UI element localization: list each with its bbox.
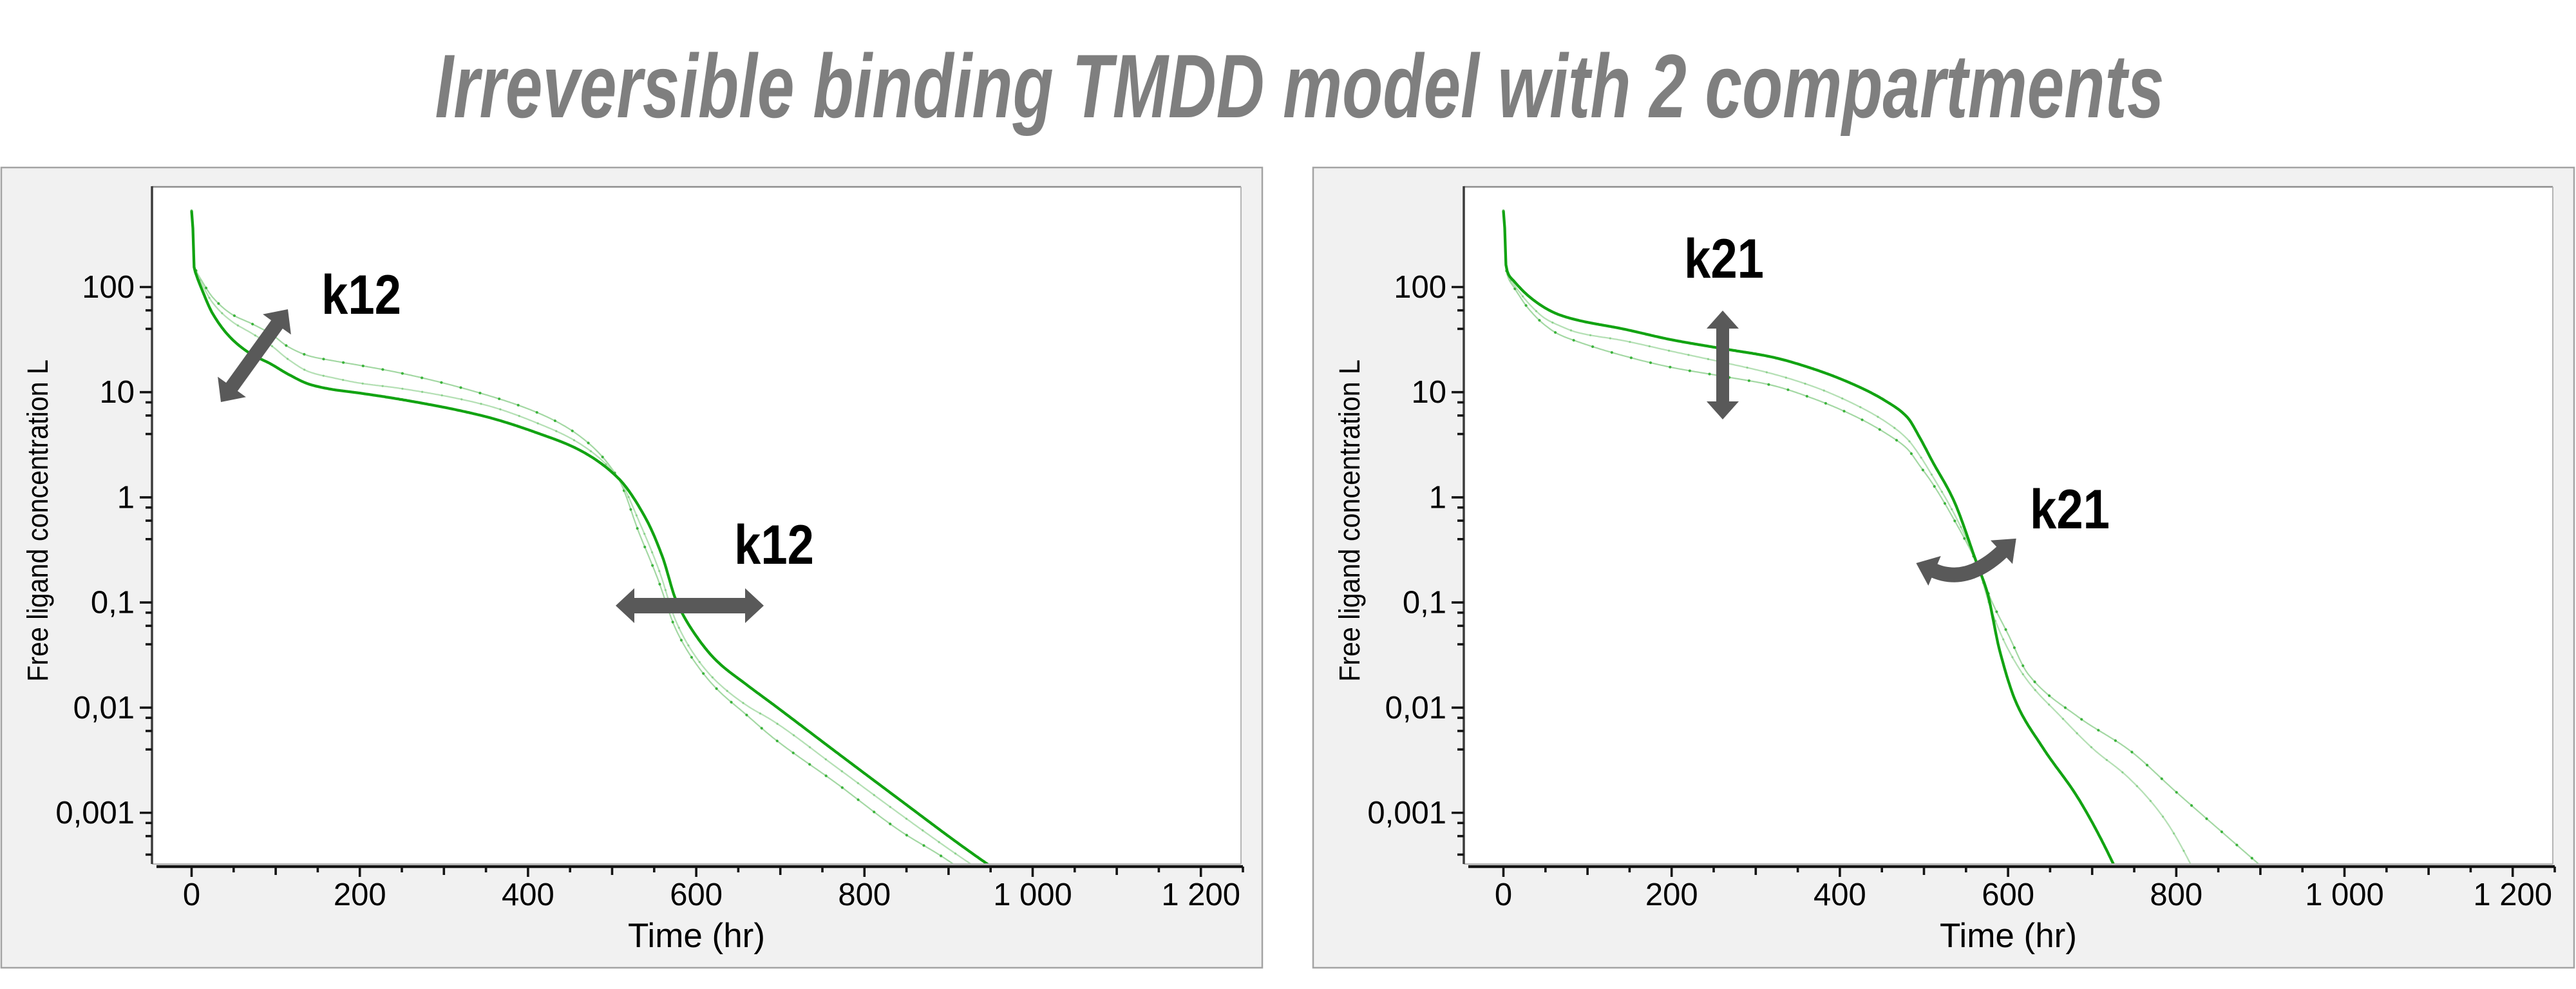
svg-text:200: 200 [1645,878,1698,912]
svg-text:k21: k21 [2030,479,2110,541]
svg-text:0,1: 0,1 [91,586,135,620]
svg-text:600: 600 [670,878,723,912]
svg-text:1: 1 [117,480,135,515]
svg-text:1: 1 [1429,480,1446,515]
svg-text:0: 0 [1495,878,1512,912]
svg-text:Time (hr): Time (hr) [628,917,765,955]
svg-text:Free ligand concentration L: Free ligand concentration L [21,360,54,682]
svg-text:400: 400 [502,878,554,912]
svg-text:0,1: 0,1 [1403,586,1446,620]
svg-text:Free ligand concentration L: Free ligand concentration L [1333,360,1366,682]
svg-text:10: 10 [99,375,135,410]
svg-text:10: 10 [1411,375,1446,410]
svg-text:1 000: 1 000 [2305,878,2384,912]
svg-text:Irreversible binding TMDD mode: Irreversible binding TMDD model with 2 c… [435,35,2164,137]
svg-text:Time (hr): Time (hr) [1940,917,2077,955]
svg-text:1 200: 1 200 [2473,878,2552,912]
svg-text:0,001: 0,001 [55,796,135,831]
svg-text:0,01: 0,01 [1385,691,1446,725]
svg-text:200: 200 [334,878,386,912]
svg-text:k12: k12 [321,264,401,326]
svg-text:600: 600 [1982,878,2034,912]
svg-text:800: 800 [838,878,891,912]
svg-text:100: 100 [1394,270,1446,305]
svg-text:100: 100 [82,270,135,305]
svg-text:0: 0 [183,878,200,912]
svg-text:1 000: 1 000 [993,878,1072,912]
svg-text:400: 400 [1814,878,1866,912]
svg-text:800: 800 [2150,878,2202,912]
svg-text:1 200: 1 200 [1161,878,1240,912]
svg-text:k21: k21 [1684,228,1764,290]
svg-text:k12: k12 [734,514,814,576]
svg-text:0,001: 0,001 [1367,796,1446,831]
svg-text:0,01: 0,01 [73,691,135,725]
